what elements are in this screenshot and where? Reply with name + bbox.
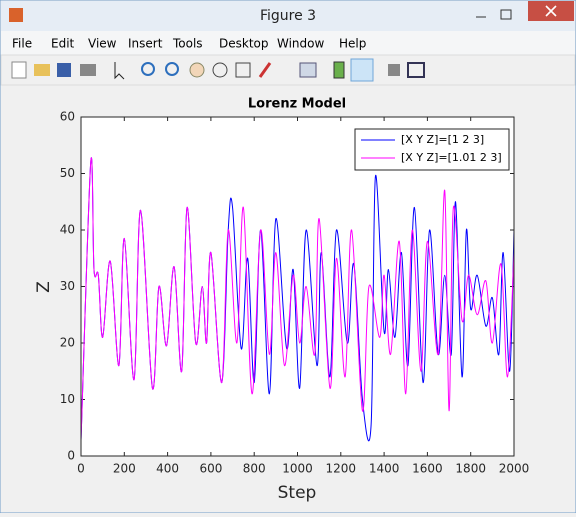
menu-item[interactable]: Help — [339, 37, 366, 51]
legend-label: [X Y Z]=[1 2 3] — [401, 133, 484, 146]
legend-label: [X Y Z]=[1.01 2 3] — [401, 151, 502, 164]
toolbar-icons — [11, 58, 425, 82]
save-icon[interactable] — [57, 63, 71, 77]
toolbar — [0, 54, 576, 86]
menu-item[interactable]: Tools — [172, 37, 203, 51]
plot: 0 200 400 600 800 1000 1200 1400 1600 1800 2000 0 10… — [60, 110, 530, 476]
axes-box — [80, 116, 515, 457]
x-tick-label: 1400 — [369, 462, 400, 476]
y-tick-label: 60 — [60, 110, 75, 124]
title-bar — [1, 1, 575, 31]
show-tools-icon[interactable] — [407, 62, 425, 78]
y-tick-label: 0 — [67, 449, 75, 463]
menu-item[interactable]: File — [12, 37, 32, 51]
pan-icon[interactable] — [189, 62, 205, 78]
x-tick-label: 0 — [77, 462, 85, 476]
menu-item[interactable]: Desktop — [219, 37, 269, 51]
menu-item[interactable]: View — [88, 37, 117, 51]
maximize-button[interactable] — [500, 9, 512, 20]
rotate-icon[interactable] — [212, 62, 228, 78]
new-icon[interactable] — [11, 61, 27, 79]
x-tick-label: 1800 — [455, 462, 486, 476]
x-tick-label: 1200 — [326, 462, 357, 476]
plot-area — [81, 117, 514, 456]
menu: File Edit View Insert Tools Desktop Window Help — [12, 37, 366, 51]
link-icon[interactable] — [299, 62, 317, 78]
brush-icon[interactable] — [258, 62, 272, 78]
pointer-icon[interactable] — [114, 62, 125, 80]
print-icon[interactable] — [80, 64, 96, 76]
app-icon — [9, 8, 23, 22]
menu-bar — [1, 31, 575, 55]
x-tick-label: 800 — [243, 462, 266, 476]
menu-item[interactable]: Edit — [51, 37, 75, 51]
y-tick-label: 30 — [60, 279, 75, 293]
zoom-out-icon[interactable] — [165, 62, 179, 76]
chart-title: Lorenz Model — [248, 97, 346, 112]
x-tick-label: 600 — [199, 462, 222, 476]
close-icon — [545, 5, 557, 17]
menu-item[interactable]: Window — [277, 37, 325, 51]
legend-box — [354, 128, 510, 171]
y-tick-label: 40 — [60, 223, 75, 237]
x-tick-label: 400 — [156, 462, 179, 476]
x-tick-label: 2000 — [499, 462, 530, 476]
y-tick-label: 10 — [60, 392, 75, 406]
window-title: Figure 3 — [260, 8, 316, 24]
x-tick-label: 1600 — [412, 462, 443, 476]
x-axis-label: Step — [278, 483, 317, 503]
y-tick-label: 50 — [60, 166, 75, 180]
menu-item[interactable]: Insert — [128, 37, 163, 51]
legend-icon[interactable] — [350, 58, 374, 82]
y-tick-label: 20 — [60, 336, 75, 350]
x-tick-label: 200 — [113, 462, 136, 476]
hide-tools-icon[interactable] — [388, 64, 400, 76]
y-axis-label: Z — [34, 281, 54, 293]
datacursor-icon[interactable] — [235, 62, 251, 78]
open-icon[interactable] — [34, 64, 50, 76]
series-line — [80, 157, 515, 441]
colorbar-icon[interactable] — [333, 61, 345, 79]
zoom-in-icon[interactable] — [141, 62, 155, 76]
x-tick-label: 1000 — [282, 462, 313, 476]
